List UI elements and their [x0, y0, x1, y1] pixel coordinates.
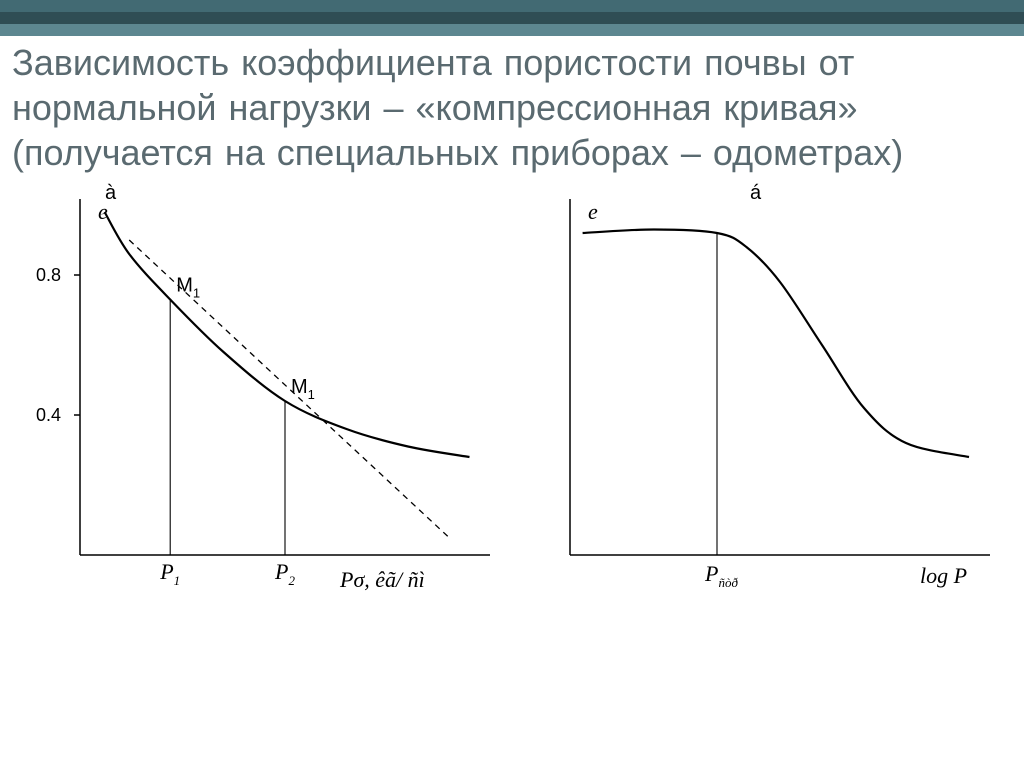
y-axis-label: e — [98, 199, 108, 224]
y-tick-label: 0.8 — [36, 265, 61, 285]
point-label: M1 — [176, 275, 200, 301]
compression-curve-log — [583, 230, 969, 458]
title-text: Зависимость коэффициента пористости почв… — [12, 40, 1012, 175]
charts-area: àe0.80.4M1P1M1P2Pσ, êã/ ñì áePñòðlog P — [0, 175, 1024, 675]
compression-curve — [105, 212, 470, 457]
x-axis-label: Pσ, êã/ ñì — [339, 567, 425, 592]
stripe-row — [0, 12, 1024, 24]
decorative-top-stripe — [0, 0, 1024, 36]
point-label: M1 — [291, 376, 315, 402]
slide-title: Зависимость коэффициента пористости почв… — [0, 36, 1024, 175]
stripe-row — [0, 24, 1024, 36]
compression-curve-log: á e Pñòð log P — [520, 175, 1010, 615]
chart-right-top-label: á — [750, 182, 762, 204]
x-axis-label: log P — [920, 563, 967, 588]
stripe-row — [0, 0, 1024, 12]
x-point-label: Pñòð — [704, 561, 738, 590]
x-point-label: P1 — [159, 559, 180, 588]
x-point-label: P2 — [274, 559, 295, 588]
y-tick-label: 0.4 — [36, 405, 61, 425]
y-axis-label: e — [588, 199, 598, 224]
compression-curve-linear: àe0.80.4M1P1M1P2Pσ, êã/ ñì — [10, 175, 510, 615]
